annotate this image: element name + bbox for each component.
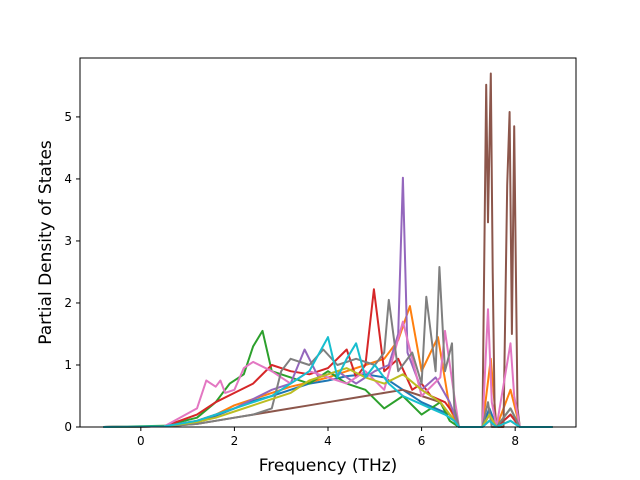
y-tick-label: 1 bbox=[64, 358, 72, 372]
pdos-series-9 bbox=[103, 367, 553, 428]
x-tick-label: 2 bbox=[231, 434, 239, 448]
pdos-series-7 bbox=[103, 308, 553, 428]
series-layer bbox=[103, 72, 553, 428]
y-tick-label: 5 bbox=[64, 110, 72, 124]
pdos-series-8 bbox=[103, 266, 553, 428]
y-axis-label: Partial Density of States bbox=[36, 140, 56, 345]
pdos-series-10 bbox=[103, 336, 553, 428]
axes-layer: 0 2 4 6 8 0 1 2 3 4 5 bbox=[64, 110, 519, 448]
x-tick-label: 0 bbox=[137, 434, 145, 448]
y-tick-label: 2 bbox=[64, 296, 72, 310]
y-tick-label: 4 bbox=[64, 172, 72, 186]
x-tick-label: 4 bbox=[324, 434, 332, 448]
x-tick-label: 8 bbox=[511, 434, 519, 448]
x-tick-label: 6 bbox=[418, 434, 426, 448]
x-axis-label: Frequency (THz) bbox=[259, 456, 398, 476]
y-tick-label: 3 bbox=[64, 234, 72, 248]
y-tick-label: 0 bbox=[64, 420, 72, 434]
